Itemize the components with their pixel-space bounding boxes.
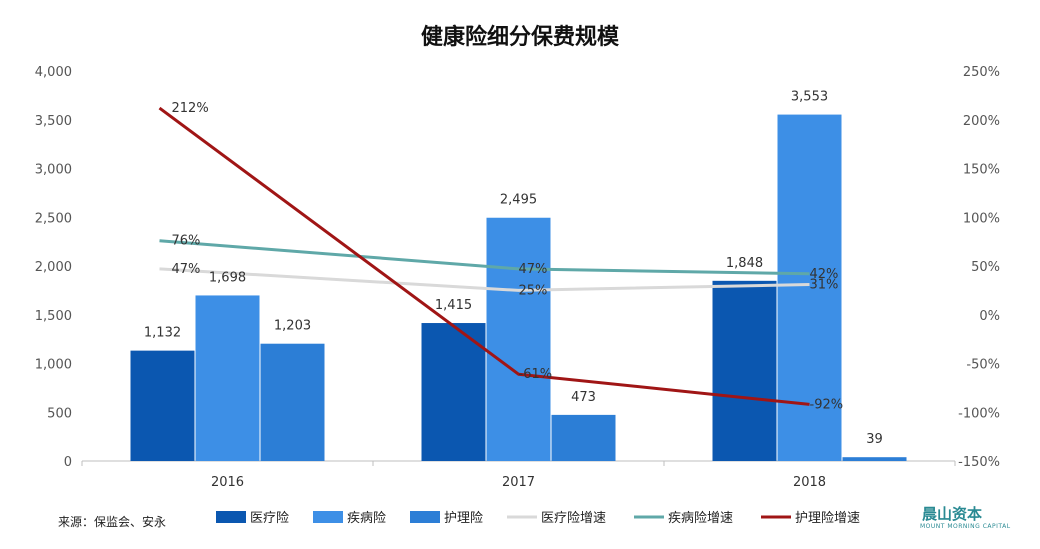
logo-text: 晨山资本 bbox=[922, 505, 982, 523]
line-value-label: -61% bbox=[519, 367, 553, 382]
y-left-tick-label: 1,500 bbox=[35, 309, 72, 324]
legend-swatch bbox=[313, 511, 343, 523]
y-right-tick-label: 150% bbox=[963, 163, 1000, 178]
bar-value-label: 2,495 bbox=[500, 193, 537, 208]
line-series-path bbox=[158, 106, 810, 406]
bar bbox=[130, 350, 195, 461]
line-value-label: -92% bbox=[810, 397, 844, 412]
line-value-label: 31% bbox=[810, 278, 839, 293]
y-right-tick-label: -50% bbox=[966, 358, 1000, 373]
bar bbox=[260, 343, 325, 461]
y-right-tick-label: 200% bbox=[963, 114, 1000, 129]
legend: 医疗险 疾病险 护理险 医疗险增速 疾病险增速 护理险增速 bbox=[216, 511, 860, 526]
bar-value-label: 1,848 bbox=[726, 256, 763, 271]
y-right-tick-label: 50% bbox=[971, 260, 1000, 275]
line-value-label: 47% bbox=[519, 262, 548, 277]
bar-value-label: 1,203 bbox=[274, 319, 311, 334]
y-left-tick-label: 1,000 bbox=[35, 358, 72, 373]
legend-label: 护理险 bbox=[444, 511, 483, 526]
bar-value-label: 3,553 bbox=[791, 90, 828, 105]
bar-value-label: 1,698 bbox=[209, 270, 246, 285]
logo: 晨山资本 MOUNT MORNING CAPITAL bbox=[920, 505, 1011, 530]
legend-label: 疾病险 bbox=[347, 511, 386, 526]
bar bbox=[486, 217, 551, 461]
x-tick-label: 2018 bbox=[793, 475, 826, 490]
y-right-tick-label: 0% bbox=[979, 309, 1000, 324]
y-right-tick-label: -150% bbox=[958, 455, 1000, 470]
legend-swatch bbox=[216, 511, 246, 523]
y-right-tick-label: -100% bbox=[958, 406, 1000, 421]
chart-title: 健康险细分保费规模 bbox=[421, 24, 620, 50]
bar-value-label: 1,132 bbox=[144, 326, 181, 341]
bar bbox=[551, 414, 616, 461]
source-note: 来源：保监会、安永 bbox=[58, 514, 166, 529]
line-series bbox=[158, 106, 810, 406]
bar-value-label: 39 bbox=[866, 432, 883, 447]
line-value-label: 76% bbox=[172, 234, 201, 249]
y-left-tick-label: 4,000 bbox=[35, 65, 72, 80]
bar bbox=[712, 280, 777, 461]
line-value-label: 25% bbox=[519, 283, 548, 298]
bar-value-label: 473 bbox=[571, 390, 596, 405]
line-value-label: 42% bbox=[810, 267, 839, 282]
legend-label: 疾病险增速 bbox=[668, 511, 733, 526]
y-left-tick-label: 2,500 bbox=[35, 211, 72, 226]
y-left-tick-label: 0 bbox=[64, 455, 72, 470]
legend-swatch bbox=[410, 511, 440, 523]
legend-label: 医疗险 bbox=[250, 511, 289, 526]
y-left-tick-label: 3,000 bbox=[35, 163, 72, 178]
logo-subtext: MOUNT MORNING CAPITAL bbox=[920, 523, 1011, 530]
legend-label: 护理险增速 bbox=[795, 511, 860, 526]
bar bbox=[421, 323, 486, 461]
x-tick-label: 2017 bbox=[502, 475, 535, 490]
bar bbox=[842, 457, 907, 461]
y-left-tick-label: 3,500 bbox=[35, 114, 72, 129]
line-series-path bbox=[159, 267, 810, 292]
y-left-tick-label: 500 bbox=[47, 406, 72, 421]
legend-label: 医疗险增速 bbox=[541, 511, 606, 526]
axes: 0 500 1,000 1,500 2,000 2,500 3,000 3,500 4,000 -… bbox=[35, 65, 1000, 490]
bar bbox=[195, 295, 260, 461]
x-tick-label: 2016 bbox=[211, 475, 244, 490]
line-value-label: 212% bbox=[172, 101, 209, 116]
line-value-label: 47% bbox=[172, 262, 201, 277]
y-right-tick-label: 250% bbox=[963, 65, 1000, 80]
data-labels: 1,132 1,415 1,848 1,698 2,495 3,553 1,203 473 39… bbox=[144, 90, 883, 448]
y-left-tick-label: 2,000 bbox=[35, 260, 72, 275]
bar-value-label: 1,415 bbox=[435, 298, 472, 313]
line-series-path bbox=[159, 239, 810, 276]
y-right-tick-label: 100% bbox=[963, 211, 1000, 226]
